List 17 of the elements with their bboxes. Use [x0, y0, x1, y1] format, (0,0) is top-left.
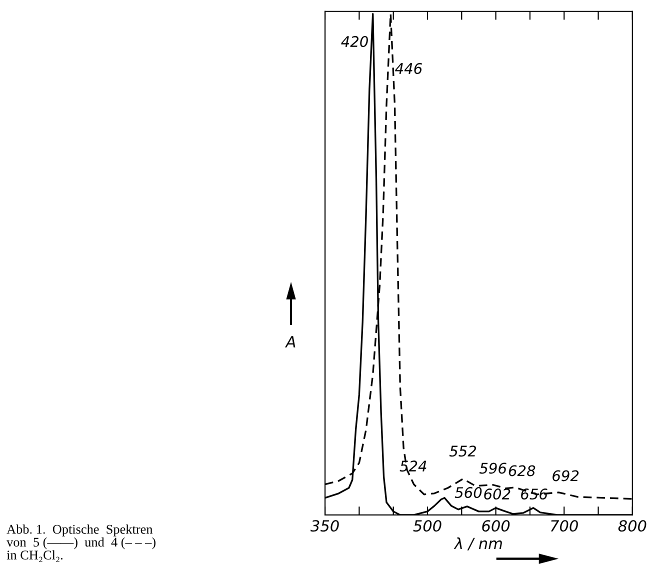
annotation: 602 — [484, 488, 510, 500]
x-tick-label: 500 — [413, 520, 442, 532]
annotation: 560 — [454, 487, 482, 498]
annotation: 420 — [341, 36, 368, 48]
caption: Abb. 1. Optische Spektren von 5 (——) und 4 (– – –) in CH₂Cl₂. — [6, 524, 156, 562]
annotation: 628 — [508, 465, 536, 476]
annotation: 596 — [479, 462, 506, 474]
annotation: 446 — [395, 62, 422, 74]
annotation: 524 — [400, 460, 426, 472]
y-axis-title: A — [284, 336, 296, 348]
x-axis-title: λ / nm — [454, 537, 502, 550]
x-tick-label: 800 — [618, 520, 646, 532]
annotation: 552 — [449, 446, 476, 457]
x-tick-label: 700 — [550, 520, 578, 532]
x-tick-label: 350 — [310, 520, 339, 532]
x-tick-label: 600 — [482, 520, 510, 532]
annotation: 692 — [552, 470, 579, 482]
